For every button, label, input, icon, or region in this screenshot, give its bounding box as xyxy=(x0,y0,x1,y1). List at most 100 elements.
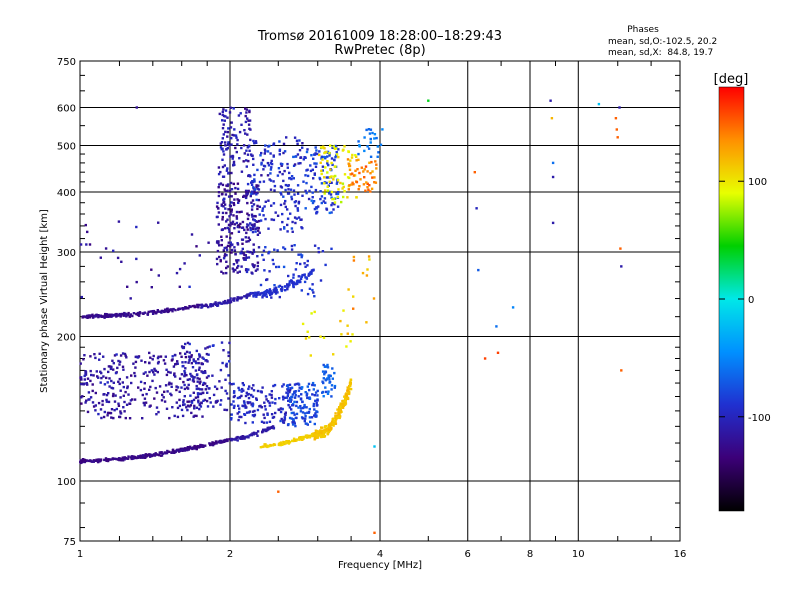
data-point xyxy=(207,374,210,378)
data-point xyxy=(333,371,336,375)
data-point xyxy=(203,398,207,402)
data-point xyxy=(161,452,165,455)
data-point xyxy=(238,130,242,134)
data-point xyxy=(135,280,138,284)
data-point xyxy=(241,238,245,241)
data-point xyxy=(198,377,201,381)
data-point xyxy=(256,168,259,172)
data-point xyxy=(312,404,315,408)
data-point xyxy=(252,243,255,246)
data-point xyxy=(259,292,263,295)
data-point xyxy=(109,365,112,368)
data-point xyxy=(101,403,104,406)
data-point xyxy=(379,143,383,146)
colorbar-tick-label: 100 xyxy=(748,177,767,188)
data-point xyxy=(89,355,92,358)
data-point xyxy=(247,214,250,217)
data-point xyxy=(166,390,169,393)
data-point xyxy=(338,416,341,420)
data-point xyxy=(227,354,230,358)
data-point xyxy=(247,411,251,414)
data-point xyxy=(264,144,267,147)
data-point xyxy=(239,297,243,300)
data-point xyxy=(322,200,325,203)
data-point xyxy=(188,285,191,288)
data-point xyxy=(300,254,304,257)
data-point xyxy=(226,167,229,170)
data-point xyxy=(249,138,252,142)
data-point xyxy=(278,170,281,174)
data-point xyxy=(149,356,152,359)
data-point xyxy=(281,285,284,289)
data-point xyxy=(268,393,271,396)
data-point xyxy=(181,365,184,368)
data-point xyxy=(167,310,170,313)
data-point xyxy=(324,189,327,192)
data-point xyxy=(334,418,338,421)
data-point xyxy=(226,226,229,230)
data-point xyxy=(219,403,222,406)
data-point xyxy=(163,400,167,403)
data-point xyxy=(253,413,257,417)
data-point xyxy=(263,205,266,208)
data-point xyxy=(256,261,260,264)
data-point xyxy=(230,383,234,386)
data-point xyxy=(365,274,369,277)
data-point xyxy=(212,405,215,408)
data-point xyxy=(212,344,215,347)
y-axis-label: Stationary phase Virtual Height [km] xyxy=(39,209,50,393)
data-point xyxy=(292,273,295,276)
data-point xyxy=(161,393,164,397)
data-point xyxy=(233,134,236,137)
data-point xyxy=(172,450,175,453)
data-point xyxy=(311,196,314,199)
data-point xyxy=(234,186,237,190)
data-point xyxy=(88,315,92,319)
data-point xyxy=(251,199,255,202)
data-point xyxy=(251,190,254,193)
data-point xyxy=(153,373,156,376)
data-point xyxy=(132,455,135,458)
data-point xyxy=(157,274,160,277)
data-point xyxy=(153,368,156,371)
data-point xyxy=(206,405,210,408)
data-point xyxy=(219,399,223,402)
data-point xyxy=(282,195,285,198)
data-point xyxy=(109,411,113,415)
data-point xyxy=(369,137,372,141)
data-point xyxy=(330,203,333,207)
data-point xyxy=(124,354,127,357)
data-point xyxy=(349,384,352,388)
data-point xyxy=(373,137,376,140)
data-point xyxy=(252,163,255,166)
data-point xyxy=(273,383,277,387)
data-point xyxy=(284,183,288,187)
data-point xyxy=(237,404,240,407)
data-point xyxy=(209,303,212,306)
data-point xyxy=(331,377,334,380)
data-point xyxy=(232,382,235,386)
data-point xyxy=(274,292,278,295)
data-point xyxy=(219,260,222,263)
data-point xyxy=(292,283,295,286)
data-point xyxy=(224,109,228,112)
data-point xyxy=(133,371,136,375)
data-point xyxy=(324,428,327,431)
data-point xyxy=(133,398,137,401)
data-point xyxy=(295,382,298,386)
data-point xyxy=(321,146,324,149)
data-point xyxy=(260,151,263,155)
data-point xyxy=(237,114,241,117)
data-point xyxy=(311,434,314,438)
data-point xyxy=(90,314,94,318)
data-point xyxy=(79,461,82,465)
data-point xyxy=(244,236,247,239)
data-point xyxy=(231,222,234,226)
data-point xyxy=(157,355,160,358)
data-point xyxy=(286,166,289,169)
data-point xyxy=(326,392,330,395)
data-point xyxy=(241,387,244,391)
data-point xyxy=(324,386,327,389)
data-point xyxy=(297,202,300,205)
data-point xyxy=(265,429,268,433)
